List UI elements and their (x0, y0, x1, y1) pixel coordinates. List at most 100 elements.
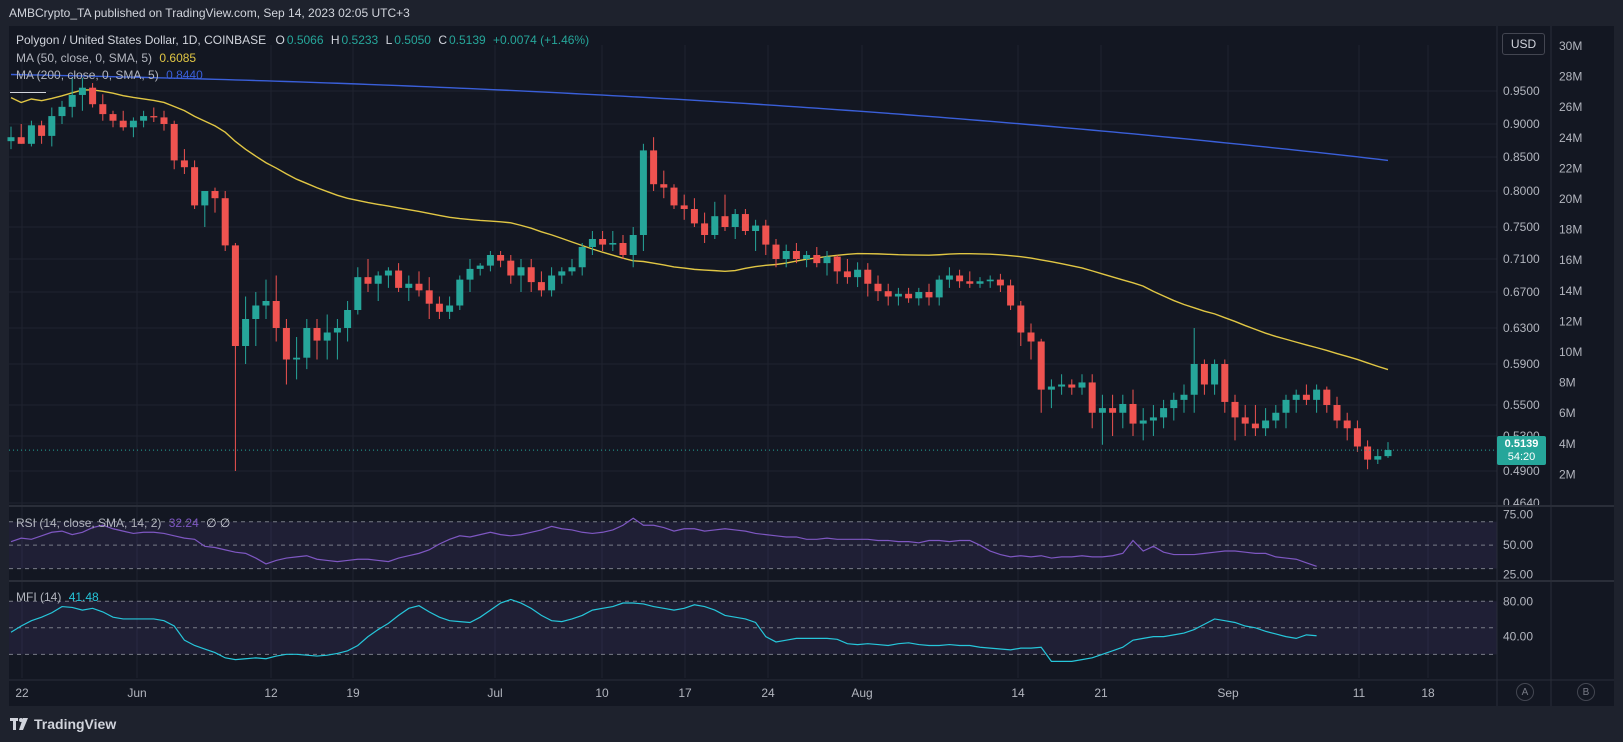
candle-body (619, 243, 627, 255)
volume-tick-label: 20M (1559, 192, 1582, 206)
candle-body (507, 260, 515, 276)
price-tick-label: 0.6700 (1503, 285, 1540, 299)
tradingview-icon (10, 718, 28, 730)
candle-body (201, 191, 209, 206)
x-tick-label: Aug (851, 686, 872, 700)
collapse-legend-icon[interactable] (10, 92, 46, 93)
candle-body (599, 239, 607, 245)
candle-body (1313, 389, 1321, 400)
currency-button[interactable]: USD (1502, 33, 1545, 55)
last-price-tag: 0.5139 54:20 (1497, 436, 1546, 465)
price-tick-label: 0.4900 (1503, 464, 1540, 478)
axis-layer: 22 Jun 12 19 Jul 10 17 24 Aug 14 21 Sep 11 18 0.9500 0.… (9, 26, 1614, 706)
candle-body (99, 104, 107, 115)
change-value: +0.0074 (+1.46%) (493, 33, 590, 47)
mfi-tick-label: 40.00 (1503, 630, 1533, 644)
candle-body (986, 279, 994, 282)
candle-body (425, 290, 433, 304)
candle-body (1088, 382, 1096, 413)
candle-body (395, 270, 403, 288)
rsi-label: RSI (14, close, SMA, 14, 2) (16, 516, 162, 530)
volume-tick-label: 18M (1559, 223, 1582, 237)
candle-body (1170, 399, 1178, 409)
oscillator-layer (10, 517, 1317, 662)
legend-mfi[interactable]: MFI (14) 41.48 (16, 590, 99, 604)
candle-body (486, 255, 494, 266)
legend-ma200[interactable]: MA (200, close, 0, SMA, 5) 0.8440 (16, 68, 203, 82)
candle-body (670, 187, 678, 206)
ma50-value: 0.6085 (159, 51, 197, 65)
candle-body (1251, 423, 1259, 429)
candle-body (435, 303, 443, 312)
price-tick-label: 0.7100 (1503, 252, 1540, 266)
x-tick-label: 21 (1094, 686, 1108, 700)
candle-body (833, 256, 841, 272)
close-label: C (438, 33, 447, 47)
candle-body (711, 216, 719, 235)
candle-body (609, 243, 617, 245)
candle-body (558, 271, 566, 276)
candle-body (588, 239, 596, 247)
candle-body (109, 114, 117, 121)
candle-body (537, 282, 545, 291)
legend-rsi[interactable]: RSI (14, close, SMA, 14, 2) 32.24 ∅ ∅ (16, 516, 230, 530)
candle-body (191, 167, 199, 206)
x-tick-label: Sep (1217, 686, 1239, 700)
log-scale-button[interactable]: B (1577, 683, 1595, 701)
candle-body (639, 150, 647, 235)
rsi-tick-label: 50.00 (1503, 538, 1533, 552)
candle-body (650, 150, 658, 185)
price-tick-label: 0.6300 (1503, 321, 1540, 335)
candle-body (497, 255, 505, 261)
candle-body (721, 216, 729, 227)
candle-body (1262, 420, 1270, 429)
price-tick-label: 0.5900 (1503, 357, 1540, 371)
candle-body (935, 279, 943, 298)
candle-body (354, 277, 362, 310)
candle-body (78, 87, 86, 95)
x-tick-label: Jun (127, 686, 146, 700)
x-tick-label: 19 (346, 686, 360, 700)
candle-body (701, 223, 709, 235)
price-tick-label: 0.9000 (1503, 117, 1540, 131)
candle-body (1343, 420, 1351, 429)
candle-body (1353, 428, 1361, 447)
rsi-value: 32.24 (168, 516, 199, 530)
x-tick-label: 10 (595, 686, 609, 700)
candle-body (782, 251, 790, 259)
candle-body (303, 328, 311, 358)
price-tick-label: 0.9500 (1503, 84, 1540, 98)
ma200-value: 0.8440 (166, 68, 203, 82)
candle-body (38, 125, 46, 136)
rsi-line (10, 517, 1317, 567)
volume-tick-label: 2M (1559, 467, 1576, 481)
candle-body (170, 124, 178, 161)
ma200-line (10, 73, 1389, 162)
volume-tick-label: 28M (1559, 70, 1582, 84)
close-value: 0.5139 (448, 33, 486, 47)
symbol-title: Polygon / United States Dollar, 1D, COIN… (16, 33, 267, 47)
mfi-label: MFI (14) (16, 590, 62, 604)
candle-body (1037, 341, 1045, 390)
candle-body (180, 160, 188, 168)
candle-countdown: 54:20 (1507, 451, 1536, 463)
candle-body (1241, 417, 1249, 424)
candle-body (1323, 389, 1331, 405)
volume-tick-label: 14M (1559, 284, 1582, 298)
candle-body (1119, 403, 1127, 413)
candle-body (741, 214, 749, 231)
candle-body (27, 125, 35, 144)
candle-body (1109, 408, 1117, 413)
x-tick-label: 12 (264, 686, 278, 700)
legend-ma50[interactable]: MA (50, close, 0, SMA, 5) 0.6085 (16, 51, 196, 65)
candle-body (466, 268, 474, 280)
mfi-line (10, 598, 1317, 662)
published-caption: AMBCrypto_TA published on TradingView.co… (9, 6, 410, 20)
candle-body (1200, 364, 1208, 385)
candle-body (119, 120, 127, 128)
x-tick-label: 14 (1011, 686, 1025, 700)
open-label: O (275, 33, 285, 47)
ma50-line (10, 89, 1389, 371)
auto-scale-button[interactable]: A (1516, 683, 1534, 701)
